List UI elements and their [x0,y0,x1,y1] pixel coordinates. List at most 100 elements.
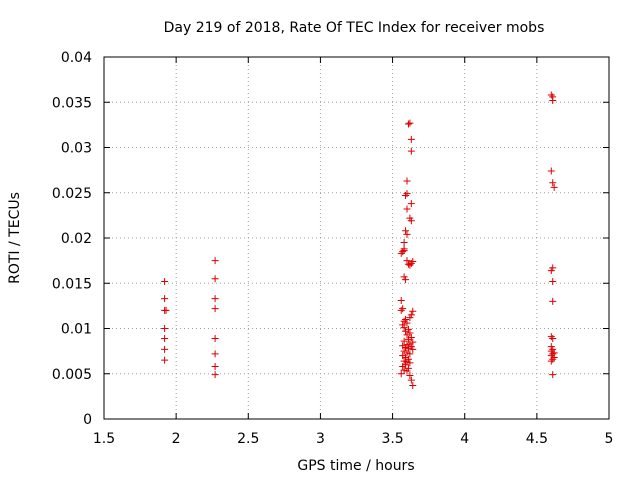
y-tick-label: 0.04 [61,50,92,66]
data-point-plus [400,347,408,355]
data-point-plus [403,367,411,375]
data-point-plus [402,191,410,199]
y-tick-label: 0.01 [61,322,92,338]
data-point-plus [406,329,414,337]
data-point-plus [399,342,407,350]
data-point-plus [406,359,414,367]
data-point-plus [549,297,557,305]
x-axis-title: GPS time / hours [297,458,414,474]
data-point-plus [400,317,408,325]
data-point-plus [399,305,407,313]
x-tick-label: 3.5 [381,431,403,447]
data-point-plus [403,319,411,327]
x-tick-label: 3 [316,431,325,447]
data-point-plus [211,305,219,313]
data-point-plus [409,258,417,266]
data-point-plus [406,372,414,380]
data-point-plus [403,230,411,238]
x-tick-label: 4.5 [526,431,548,447]
data-point-plus [550,183,558,191]
data-point-plus [402,276,410,284]
data-point-plus [407,259,415,267]
data-point-plus [547,357,555,365]
x-tick-label: 5 [605,431,614,447]
data-point-plus [211,334,219,342]
data-point-plus [211,295,219,303]
y-tick-label: 0.02 [61,231,92,247]
y-tick-label: 0.03 [61,141,92,157]
data-point-plus [404,120,412,128]
chart-title: Day 219 of 2018, Rate Of TEC Index for r… [164,20,545,36]
data-point-plus [403,331,411,339]
data-point-plus [402,361,410,369]
data-point-plus [404,335,412,343]
data-point-plus [211,257,219,265]
data-point-plus [406,119,414,127]
data-point-plus [399,248,407,256]
data-point-plus [399,363,407,371]
data-point-plus [407,334,415,342]
data-point-plus [403,177,411,185]
data-point-plus [397,306,405,314]
data-point-plus [211,371,219,379]
data-point-plus [409,382,417,390]
data-point-plus [211,363,219,371]
data-point-plus [407,135,415,143]
data-point-plus [402,353,410,361]
data-point-plus [403,205,411,213]
data-point-plus [404,344,412,352]
data-point-plus [409,307,417,315]
y-tick-label: 0.015 [52,276,92,292]
data-point-plus [402,227,410,235]
data-point-plus [161,345,169,353]
data-point-plus [162,306,170,314]
x-tick-label: 2 [172,431,181,447]
data-point-plus [402,344,410,352]
data-point-plus [400,247,408,255]
data-point-plus [397,296,405,304]
data-point-plus [400,324,408,332]
data-point-plus [161,277,169,285]
data-point-plus [161,334,169,342]
data-point-plus [549,96,557,104]
data-point-plus [407,200,415,208]
data-point-plus [407,376,415,384]
data-point-plus [406,314,414,322]
data-point-plus [409,338,417,346]
data-point-plus [400,366,408,374]
data-point-plus [402,315,410,323]
data-point-plus [400,239,408,247]
x-tick-label: 4 [460,431,469,447]
data-point-plus [547,333,555,341]
data-point-plus [409,345,417,353]
x-tick-labels: 1.5 2 2.5 3 3.5 4 4.5 5 [93,431,614,447]
data-point-plus [407,217,415,225]
data-point-plus [549,334,557,342]
y-tick-label: 0.035 [52,95,92,111]
data-point-plus [407,147,415,155]
data-point-plus [400,337,408,345]
data-point-plus [550,353,558,361]
data-point-plus [549,371,557,379]
data-point-plus [402,327,410,335]
data-point-plus [549,179,557,187]
data-point-plus [211,275,219,283]
data-point-plus [549,277,557,285]
data-point-plus [547,267,555,275]
y-tick-label: 0.025 [52,186,92,202]
x-tick-label: 1.5 [93,431,115,447]
data-point-plus [161,356,169,364]
data-point-plus [547,167,555,175]
data-points [161,91,558,390]
data-point-plus [549,355,557,363]
data-point-plus [161,325,169,332]
data-point-plus [404,260,412,268]
data-point-plus [400,357,408,365]
data-point-plus [406,350,414,358]
axis-ticks [103,56,610,420]
grid-lines [104,57,609,419]
data-point-plus [403,190,411,198]
data-point-plus [404,325,412,333]
y-tick-label: 0 [83,412,92,428]
